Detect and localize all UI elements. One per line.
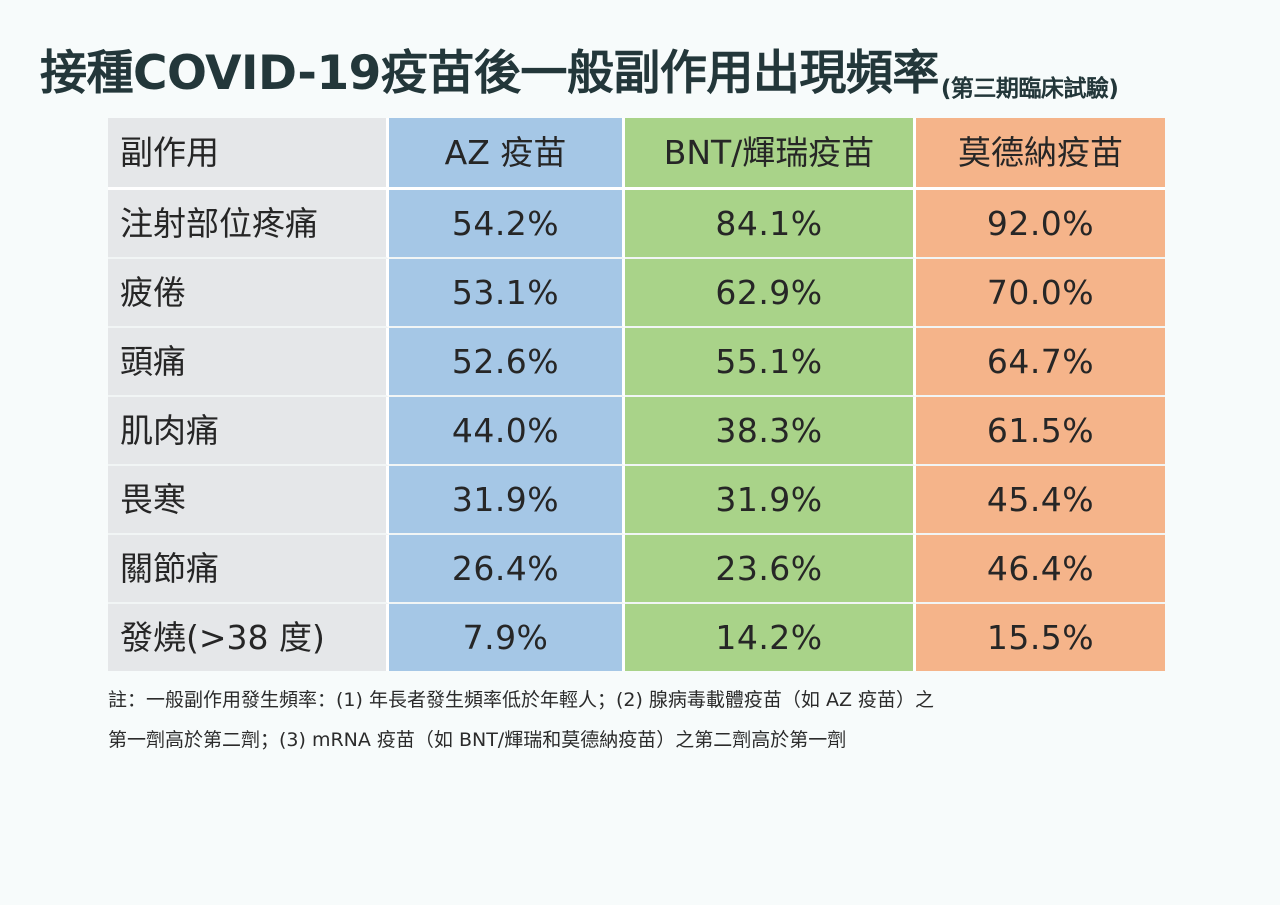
- cell-bnt-value: 31.9%: [625, 466, 916, 535]
- header-moderna-vaccine: 莫德納疫苗: [916, 118, 1165, 190]
- footnote-line-1: 註：一般副作用發生頻率：(1) 年長者發生頻率低於年輕人；(2) 腺病毒載體疫苗…: [108, 689, 935, 711]
- row-label: 注射部位疼痛: [108, 190, 389, 259]
- row-label: 畏寒: [108, 466, 389, 535]
- footnote-line-2: 第一劑高於第二劑；(3) mRNA 疫苗（如 BNT/輝瑞和莫德納疫苗）之第二劑…: [108, 729, 847, 751]
- cell-moderna-value: 70.0%: [916, 259, 1165, 328]
- cell-moderna-value: 92.0%: [916, 190, 1165, 259]
- table-header-row: 副作用 AZ 疫苗 BNT/輝瑞疫苗 莫德納疫苗: [108, 118, 1165, 190]
- cell-az-value: 26.4%: [389, 535, 625, 604]
- cell-bnt-value: 38.3%: [625, 397, 916, 466]
- cell-bnt-value: 23.6%: [625, 535, 916, 604]
- cell-moderna-value: 15.5%: [916, 604, 1165, 671]
- title-main: 接種COVID-19疫苗後一般副作用出現頻率: [40, 46, 939, 101]
- cell-az-value: 31.9%: [389, 466, 625, 535]
- cell-az-value: 54.2%: [389, 190, 625, 259]
- table-row: 發燒(>38 度) 7.9% 14.2% 15.5%: [108, 604, 1165, 671]
- cell-moderna-value: 46.4%: [916, 535, 1165, 604]
- row-label: 關節痛: [108, 535, 389, 604]
- table-row: 疲倦 53.1% 62.9% 70.0%: [108, 259, 1165, 328]
- cell-bnt-value: 62.9%: [625, 259, 916, 328]
- table-row: 注射部位疼痛 54.2% 84.1% 92.0%: [108, 190, 1165, 259]
- cell-moderna-value: 64.7%: [916, 328, 1165, 397]
- cell-bnt-value: 84.1%: [625, 190, 916, 259]
- cell-az-value: 44.0%: [389, 397, 625, 466]
- cell-moderna-value: 61.5%: [916, 397, 1165, 466]
- table-row: 關節痛 26.4% 23.6% 46.4%: [108, 535, 1165, 604]
- cell-az-value: 52.6%: [389, 328, 625, 397]
- page-title: 接種COVID-19疫苗後一般副作用出現頻率(第三期臨床試驗): [40, 38, 1250, 110]
- header-bnt-vaccine: BNT/輝瑞疫苗: [625, 118, 916, 190]
- cell-moderna-value: 45.4%: [916, 466, 1165, 535]
- cell-az-value: 7.9%: [389, 604, 625, 671]
- footnote: 註：一般副作用發生頻率：(1) 年長者發生頻率低於年輕人；(2) 腺病毒載體疫苗…: [108, 680, 1188, 760]
- header-side-effect: 副作用: [108, 118, 389, 190]
- row-label: 頭痛: [108, 328, 389, 397]
- table-row: 頭痛 52.6% 55.1% 64.7%: [108, 328, 1165, 397]
- row-label: 發燒(>38 度): [108, 604, 389, 671]
- table-row: 畏寒 31.9% 31.9% 45.4%: [108, 466, 1165, 535]
- cell-bnt-value: 14.2%: [625, 604, 916, 671]
- cell-az-value: 53.1%: [389, 259, 625, 328]
- cell-bnt-value: 55.1%: [625, 328, 916, 397]
- header-az-vaccine: AZ 疫苗: [389, 118, 625, 190]
- title-subtitle: (第三期臨床試驗): [940, 76, 1119, 102]
- row-label: 肌肉痛: [108, 397, 389, 466]
- side-effect-comparison-table: 副作用 AZ 疫苗 BNT/輝瑞疫苗 莫德納疫苗 注射部位疼痛 54.2% 84…: [108, 118, 1165, 671]
- row-label: 疲倦: [108, 259, 389, 328]
- table-row: 肌肉痛 44.0% 38.3% 61.5%: [108, 397, 1165, 466]
